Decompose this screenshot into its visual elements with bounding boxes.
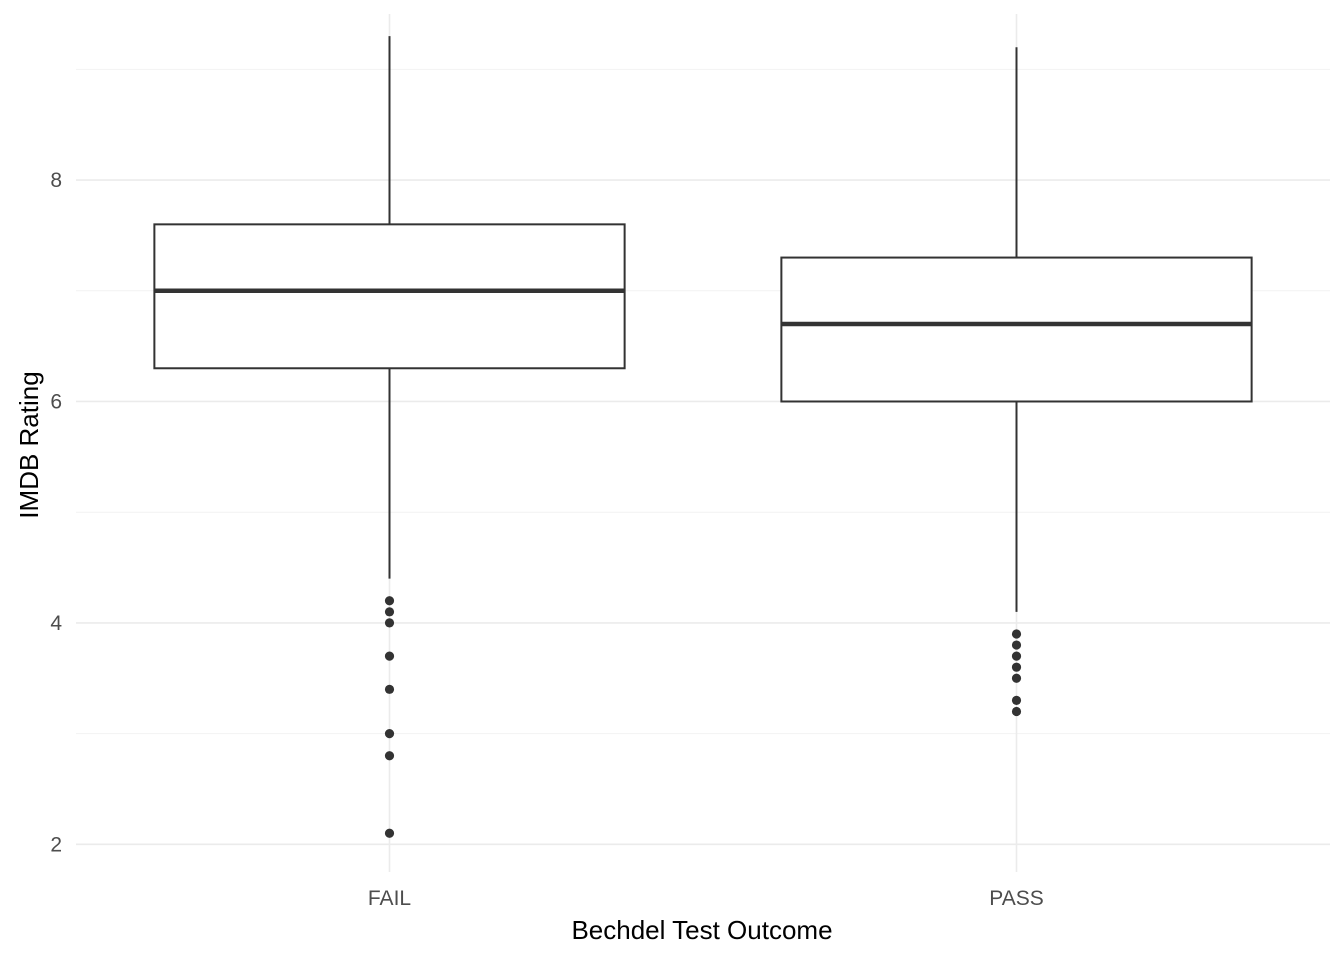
outlier-point: [384, 607, 395, 617]
outlier-point: [1011, 629, 1022, 639]
outlier-point: [384, 596, 395, 606]
x-axis-ticks: FAIL PASS: [368, 887, 1044, 910]
box-fail: [153, 36, 626, 838]
outlier-point: [384, 751, 395, 761]
y-axis-title: IMDB Rating: [14, 371, 44, 518]
boxes: [153, 36, 1253, 838]
x-axis-title: Bechdel Test Outcome: [571, 915, 832, 945]
y-axis-ticks: 2 4 6 8: [50, 169, 62, 856]
box-iqr: [780, 256, 1253, 403]
outlier-point: [1011, 640, 1022, 650]
y-tick-label: 2: [50, 833, 62, 856]
outlier-point: [384, 651, 395, 661]
y-tick-label: 6: [50, 390, 62, 413]
outlier-point: [1011, 706, 1022, 717]
outlier-point: [384, 729, 395, 739]
outlier-point: [384, 828, 395, 838]
grid: [76, 14, 1330, 872]
outlier-point: [384, 618, 395, 628]
box-pass: [780, 47, 1253, 717]
x-tick-label: FAIL: [368, 887, 411, 910]
outlier-point: [1011, 695, 1022, 706]
outlier-point: [1011, 662, 1022, 672]
y-tick-label: 4: [50, 612, 62, 635]
outlier-point: [1011, 651, 1022, 661]
x-tick-label: PASS: [989, 887, 1043, 910]
outlier-point: [384, 684, 395, 694]
outlier-point: [1011, 673, 1022, 683]
y-tick-label: 8: [50, 169, 62, 192]
box-iqr: [153, 223, 626, 370]
